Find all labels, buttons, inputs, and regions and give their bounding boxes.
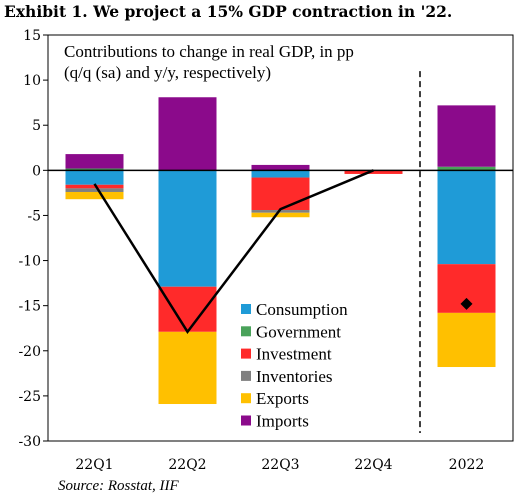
y-tick-label: 10 bbox=[23, 73, 41, 89]
y-tick-label: 5 bbox=[32, 118, 41, 134]
bar-consumption-22q3 bbox=[251, 170, 310, 178]
bar-government-2022 bbox=[437, 166, 496, 171]
plot-frame bbox=[47, 34, 514, 442]
bar-exports-2022 bbox=[437, 312, 496, 368]
bar-consumption-22q1 bbox=[65, 170, 124, 185]
y-tick-label: -10 bbox=[18, 254, 41, 270]
y-tick-label: 15 bbox=[23, 28, 41, 44]
legend-swatch-exports bbox=[241, 393, 251, 404]
bar-imports-2022 bbox=[437, 105, 496, 167]
bar-imports-22q3 bbox=[251, 164, 310, 171]
legend-swatch-inventories bbox=[241, 370, 251, 381]
legend-label-government: Government bbox=[256, 322, 341, 341]
bar-consumption-2022 bbox=[437, 170, 496, 265]
x-category-label: 2022 bbox=[449, 457, 485, 473]
x-category-label: 22Q4 bbox=[354, 457, 392, 473]
legend-label-investment: Investment bbox=[256, 345, 332, 364]
legend-label-imports: Imports bbox=[256, 412, 309, 431]
legend-swatch-consumption bbox=[241, 304, 251, 314]
bar-consumption-22q2 bbox=[158, 170, 217, 287]
legend-label-consumption: Consumption bbox=[256, 300, 348, 319]
legend-swatch-imports bbox=[241, 415, 251, 426]
bar-imports-22q1 bbox=[65, 154, 124, 169]
chart-title: Exhibit 1. We project a 15% GDP contract… bbox=[4, 2, 453, 21]
y-tick-label: -5 bbox=[27, 208, 41, 224]
bar-exports-22q1 bbox=[65, 191, 124, 200]
bar-investment-22q1 bbox=[65, 184, 124, 189]
x-category-label: 22Q3 bbox=[261, 457, 299, 473]
bars bbox=[65, 97, 496, 405]
y-tick-label: -15 bbox=[18, 299, 41, 315]
bar-exports-22q2 bbox=[158, 331, 217, 405]
x-axis-categories: 22Q1 22Q2 22Q3 22Q4 2022 bbox=[75, 457, 484, 473]
bar-exports-22q3 bbox=[251, 212, 310, 218]
y-axis-ticks: 15 10 5 0 -5 -10 -15 -20 -25 -30 bbox=[18, 28, 48, 450]
bar-investment-22q4 bbox=[344, 170, 403, 174]
subtitle-line-1: Contributions to change in real GDP, in … bbox=[64, 42, 354, 61]
bar-inventories-22q3 bbox=[251, 210, 310, 213]
legend-swatch-investment bbox=[241, 348, 251, 359]
bar-imports-22q2 bbox=[158, 97, 217, 171]
y-tick-label: 0 bbox=[32, 163, 41, 179]
total-line bbox=[93, 169, 374, 335]
x-category-label: 22Q2 bbox=[168, 457, 206, 473]
bar-government-22q1 bbox=[65, 168, 124, 171]
bar-investment-22q3 bbox=[251, 177, 310, 211]
bar-investment-22q2 bbox=[158, 286, 217, 332]
legend: Consumption Government Investment Inventori… bbox=[241, 300, 348, 431]
y-tick-label: -25 bbox=[18, 389, 41, 405]
y-tick-label: -20 bbox=[18, 344, 41, 360]
legend-label-exports: Exports bbox=[256, 389, 309, 408]
legend-label-inventories: Inventories bbox=[256, 367, 332, 386]
y-tick-label: -30 bbox=[18, 434, 41, 450]
source-note: Source: Rosstat, IIF bbox=[58, 478, 179, 494]
legend-swatch-government bbox=[241, 326, 251, 337]
subtitle-line-2: (q/q (sa) and y/y, respectively) bbox=[64, 63, 271, 82]
bar-inventories-22q1 bbox=[65, 188, 124, 192]
x-category-label: 22Q1 bbox=[75, 457, 113, 473]
total-marker-diamond bbox=[460, 297, 473, 310]
